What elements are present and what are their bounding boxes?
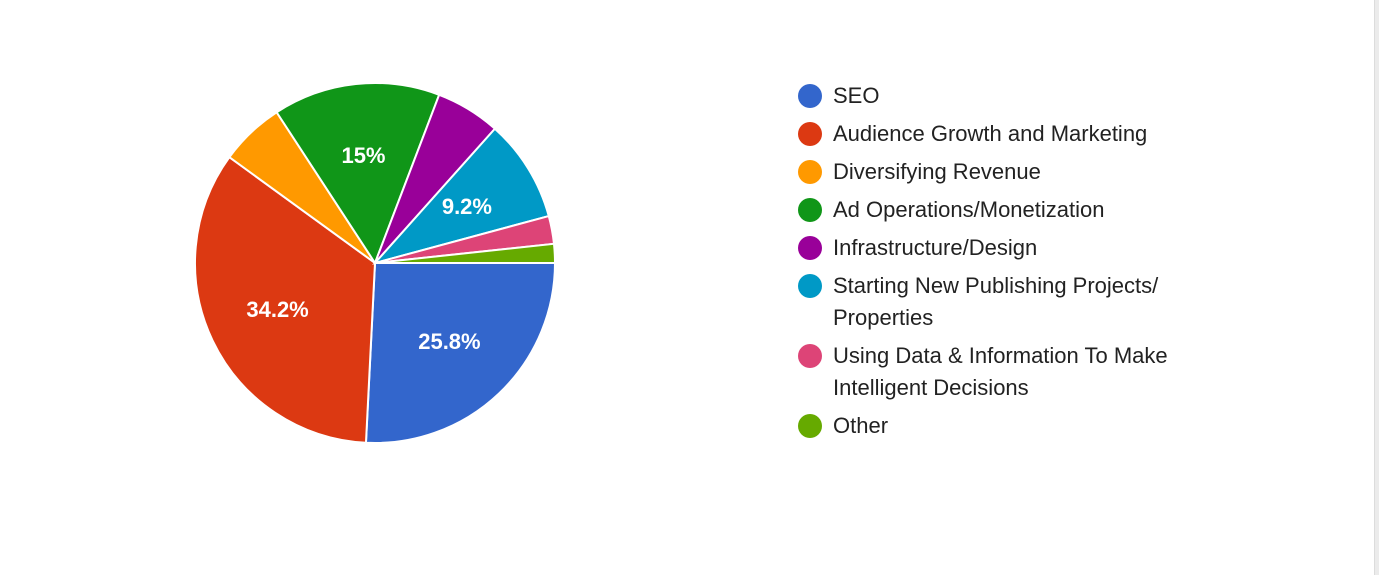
slice-data-label: 9.2% bbox=[442, 194, 492, 219]
scrollbar-edge bbox=[1374, 0, 1379, 575]
legend-label: Starting New Publishing Projects/ Proper… bbox=[833, 273, 1159, 330]
legend-label: Diversifying Revenue bbox=[833, 159, 1041, 184]
legend-item[interactable]: Audience Growth and Marketing bbox=[798, 118, 1238, 150]
legend-item[interactable]: Ad Operations/Monetization bbox=[798, 194, 1238, 226]
legend-swatch-icon bbox=[798, 414, 822, 438]
legend-swatch-icon bbox=[798, 236, 822, 260]
legend-item[interactable]: Using Data & Information To Make Intelli… bbox=[798, 340, 1238, 404]
legend-label: Ad Operations/Monetization bbox=[833, 197, 1105, 222]
legend-item[interactable]: Diversifying Revenue bbox=[798, 156, 1238, 188]
legend-item[interactable]: SEO bbox=[798, 80, 1238, 112]
legend-label: Infrastructure/Design bbox=[833, 235, 1038, 260]
legend-swatch-icon bbox=[798, 84, 822, 108]
slice-data-label: 25.8% bbox=[418, 329, 480, 354]
legend-label: Using Data & Information To Make Intelli… bbox=[833, 343, 1168, 400]
legend-item[interactable]: Other bbox=[798, 410, 1238, 442]
pie-slice-2[interactable] bbox=[194, 155, 377, 444]
legend-label: Audience Growth and Marketing bbox=[833, 121, 1148, 146]
legend-swatch-icon bbox=[798, 344, 822, 368]
legend-swatch-icon bbox=[798, 122, 822, 146]
legend-swatch-icon bbox=[798, 160, 822, 184]
slice-data-label: 15% bbox=[341, 143, 385, 168]
pie-slice-4[interactable] bbox=[275, 82, 441, 266]
legend-swatch-icon bbox=[798, 198, 822, 222]
pie-slice-1[interactable] bbox=[364, 262, 557, 444]
pie-slice-8[interactable] bbox=[374, 242, 557, 264]
slice-data-label: 34.2% bbox=[246, 297, 308, 322]
legend-swatch-icon bbox=[798, 274, 822, 298]
legend-label: Other bbox=[833, 413, 889, 438]
legend-label: SEO bbox=[833, 83, 880, 108]
pie-slice-6[interactable] bbox=[372, 127, 550, 265]
legend-item[interactable]: Starting New Publishing Projects/ Proper… bbox=[798, 270, 1238, 334]
chart-legend: SEO Audience Growth and Marketing Diversif… bbox=[798, 80, 1238, 448]
legend-item[interactable]: Infrastructure/Design bbox=[798, 232, 1238, 264]
